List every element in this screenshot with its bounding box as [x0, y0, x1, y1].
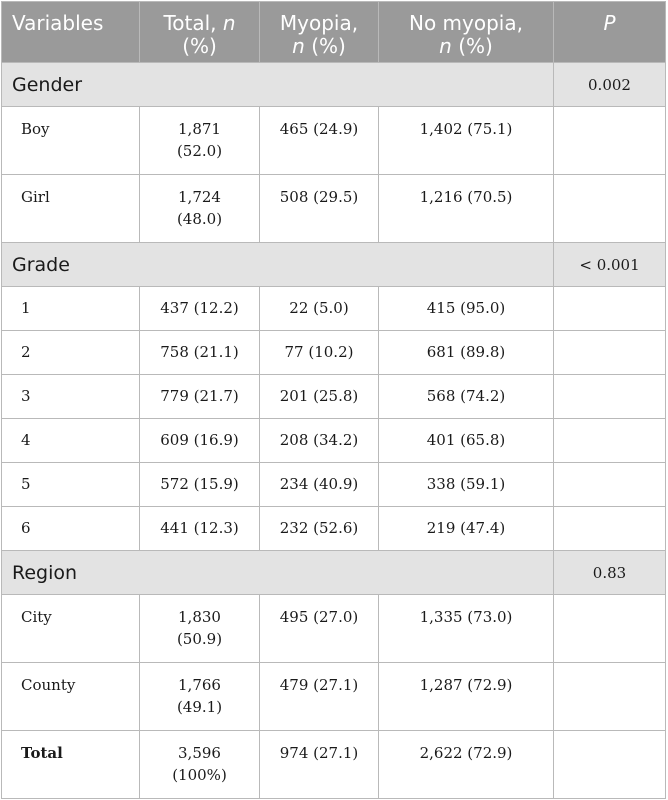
row-label: 2	[1, 330, 140, 375]
p-cell	[553, 506, 666, 551]
p-value: < 0.001	[553, 242, 666, 287]
table-row: 5 572 (15.9) 234 (40.9) 338 (59.1)	[1, 462, 666, 507]
no-myopia-cell: 415 (95.0)	[378, 286, 554, 331]
section-gender: Gender 0.002	[1, 62, 666, 107]
row-label: 5	[1, 462, 140, 507]
p-cell	[553, 174, 666, 243]
myopia-cell: 495 (27.0)	[259, 594, 379, 663]
no-myopia-cell: 1,402 (75.1)	[378, 106, 554, 175]
table-row: 3 779 (21.7) 201 (25.8) 568 (74.2)	[1, 374, 666, 419]
section-region: Region 0.83	[1, 550, 666, 595]
row-label: 3	[1, 374, 140, 419]
table-row: 1 437 (12.2) 22 (5.0) 415 (95.0)	[1, 286, 666, 331]
total-cell: 1,724 (48.0)	[139, 174, 260, 243]
table-row: 4 609 (16.9) 208 (34.2) 401 (65.8)	[1, 418, 666, 463]
total-cell: 609 (16.9)	[139, 418, 260, 463]
p-cell	[553, 462, 666, 507]
row-label: Total	[1, 730, 140, 799]
section-label: Grade	[1, 242, 554, 287]
p-cell	[553, 374, 666, 419]
p-cell	[553, 730, 666, 799]
p-cell	[553, 330, 666, 375]
row-label: Girl	[1, 174, 140, 243]
no-myopia-cell: 568 (74.2)	[378, 374, 554, 419]
myopia-cell: 974 (27.1)	[259, 730, 379, 799]
header-variables: Variables	[1, 1, 140, 63]
myopia-cell: 479 (27.1)	[259, 662, 379, 731]
no-myopia-cell: 2,622 (72.9)	[378, 730, 554, 799]
section-label: Region	[1, 550, 554, 595]
row-label: 6	[1, 506, 140, 551]
myopia-cell: 22 (5.0)	[259, 286, 379, 331]
myopia-cell: 508 (29.5)	[259, 174, 379, 243]
header-row: Variables Total, n (%) Myopia, n (%) No my…	[1, 1, 666, 63]
no-myopia-cell: 219 (47.4)	[378, 506, 554, 551]
total-row: Total 3,596 (100%) 974 (27.1) 2,622 (72.9…	[1, 730, 666, 799]
table-row: County 1,766 (49.1) 479 (27.1) 1,287 (72.…	[1, 662, 666, 731]
row-label: 1	[1, 286, 140, 331]
p-value: 0.002	[553, 62, 666, 107]
header-total: Total, n (%)	[139, 1, 260, 63]
myopia-cell: 208 (34.2)	[259, 418, 379, 463]
myopia-cell: 232 (52.6)	[259, 506, 379, 551]
no-myopia-cell: 338 (59.1)	[378, 462, 554, 507]
no-myopia-cell: 1,216 (70.5)	[378, 174, 554, 243]
total-cell: 441 (12.3)	[139, 506, 260, 551]
table-row: City 1,830 (50.9) 495 (27.0) 1,335 (73.0)	[1, 594, 666, 663]
total-cell: 1,766 (49.1)	[139, 662, 260, 731]
p-cell	[553, 418, 666, 463]
p-cell	[553, 594, 666, 663]
p-cell	[553, 286, 666, 331]
row-label: 4	[1, 418, 140, 463]
row-label: City	[1, 594, 140, 663]
row-label: Boy	[1, 106, 140, 175]
section-label: Gender	[1, 62, 554, 107]
total-cell: 572 (15.9)	[139, 462, 260, 507]
row-label: County	[1, 662, 140, 731]
total-cell: 1,871 (52.0)	[139, 106, 260, 175]
table-row: 6 441 (12.3) 232 (52.6) 219 (47.4)	[1, 506, 666, 551]
header-myopia: Myopia, n (%)	[259, 1, 379, 63]
total-cell: 758 (21.1)	[139, 330, 260, 375]
table-row: Girl 1,724 (48.0) 508 (29.5) 1,216 (70.5)	[1, 174, 666, 243]
p-value: 0.83	[553, 550, 666, 595]
table-row: Boy 1,871 (52.0) 465 (24.9) 1,402 (75.1)	[1, 106, 666, 175]
total-cell: 779 (21.7)	[139, 374, 260, 419]
no-myopia-cell: 1,287 (72.9)	[378, 662, 554, 731]
total-cell: 1,830 (50.9)	[139, 594, 260, 663]
header-p: P	[553, 1, 666, 63]
p-cell	[553, 106, 666, 175]
p-cell	[553, 662, 666, 731]
no-myopia-cell: 401 (65.8)	[378, 418, 554, 463]
no-myopia-cell: 1,335 (73.0)	[378, 594, 554, 663]
myopia-cell: 201 (25.8)	[259, 374, 379, 419]
myopia-cell: 77 (10.2)	[259, 330, 379, 375]
myopia-cell: 234 (40.9)	[259, 462, 379, 507]
section-grade: Grade < 0.001	[1, 242, 666, 287]
header-no-myopia: No myopia, n (%)	[378, 1, 554, 63]
no-myopia-cell: 681 (89.8)	[378, 330, 554, 375]
myopia-cell: 465 (24.9)	[259, 106, 379, 175]
total-cell: 437 (12.2)	[139, 286, 260, 331]
total-cell: 3,596 (100%)	[139, 730, 260, 799]
table-row: 2 758 (21.1) 77 (10.2) 681 (89.8)	[1, 330, 666, 375]
